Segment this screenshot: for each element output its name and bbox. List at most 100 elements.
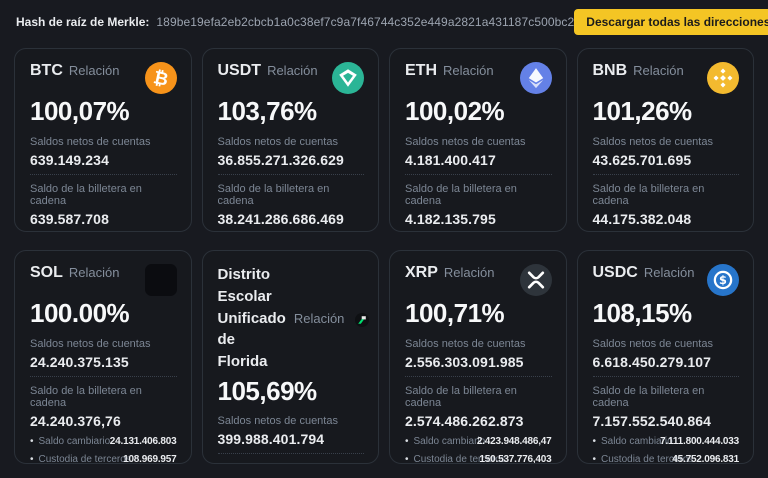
ratio-value: 100.00% xyxy=(30,298,130,328)
header-actions: Descargar todas las direcciones ↓ Más in… xyxy=(574,9,768,35)
dotted-divider xyxy=(217,453,364,455)
coin-symbol: ETH xyxy=(405,62,437,79)
ratio-value: 108,15% xyxy=(592,298,693,328)
card-header: SOL Relación xyxy=(30,264,177,296)
net-accounts-label: Saldos netos de cuentas xyxy=(592,337,713,350)
usdt-icon xyxy=(332,62,364,94)
exchange-balance-value: 24.131.406.803 xyxy=(109,435,177,447)
card-header: Distrito Escolar Unificado de Florida Re… xyxy=(218,264,365,373)
chain-wallet-label: Saldo de la billetera en cadena xyxy=(30,182,142,207)
chain-wallet-label: Saldo de la billetera en cadena xyxy=(592,384,705,409)
net-accounts-value: 36.855.271.326.629 xyxy=(217,151,344,168)
third-party-custody-value: 108.969.957 xyxy=(123,453,177,464)
net-accounts-label: Saldos netos de cuentas xyxy=(405,135,526,148)
download-addresses-button[interactable]: Descargar todas las direcciones ↓ xyxy=(574,9,768,35)
coin-name-line: XRP Relación xyxy=(405,264,495,282)
card-header: USDT Relación xyxy=(218,62,365,94)
card-fdusd: Distrito Escolar Unificado de Florida Re… xyxy=(201,250,379,464)
card-usdt: USDT Relación 103,76% Saldos netos de cu… xyxy=(201,48,379,232)
merkle-root-hash: 189be19efa2eb2cbcb1a0c38ef7c9a7f46744c35… xyxy=(156,15,575,29)
xrp-icon xyxy=(520,264,552,296)
merkle-root-label: Hash de raíz de Merkle: xyxy=(16,15,150,29)
coin-name-line: SOL Relación xyxy=(30,264,119,282)
merkle-root: Hash de raíz de Merkle: 189be19efa2eb2cb… xyxy=(16,15,574,29)
card-eth: ETH Relación 100,02% Saldos netos de cue… xyxy=(389,48,567,232)
coin-symbol: USDT xyxy=(217,62,262,79)
ratio-value: 105,69% xyxy=(217,375,318,406)
net-accounts-value: 43.625.701.695 xyxy=(592,151,692,168)
dotted-divider xyxy=(30,173,177,175)
dotted-divider xyxy=(405,173,552,175)
exchange-balance-left: • Saldo cambiario xyxy=(593,436,673,447)
chain-wallet-value: 2.574.486.262.873 xyxy=(405,412,524,429)
net-accounts-value: 2.556.303.091.985 xyxy=(405,353,524,370)
relation-label: Relación xyxy=(643,265,695,280)
chain-wallet-label: Saldo de la billetera en cadena xyxy=(405,182,517,207)
card-header: USDC Relación xyxy=(593,264,740,296)
card-header: ETH Relación xyxy=(405,62,552,94)
relation-label: Relación xyxy=(68,265,120,280)
net-accounts-label: Saldos netos de cuentas xyxy=(217,415,338,428)
net-accounts-value: 639.149.234 xyxy=(30,151,109,168)
ratio-value: 101,26% xyxy=(592,96,693,126)
ratio-value: 100,71% xyxy=(405,298,505,328)
card-header: XRP Relación xyxy=(405,264,552,296)
card-sol: SOL Relación 100.00% Saldos netos de cue… xyxy=(14,250,192,464)
third-party-custody-row: • Custodia de terceros 45.752.096.831 xyxy=(592,453,740,464)
third-party-custody-row: • Custodia de terceros 108.969.957 xyxy=(30,453,177,464)
bullet-icon: • xyxy=(405,453,409,464)
third-party-custody-label: Custodia de terceros xyxy=(601,453,694,464)
exchange-balance-row: • Saldo cambiario 24.131.406.803 xyxy=(30,436,177,447)
card-usdc: USDC Relación 108,15% Saldos netos de cu… xyxy=(576,250,754,464)
coin-name-line: USDC Relación xyxy=(593,264,695,282)
relation-label: Relación xyxy=(267,63,318,78)
net-accounts-label: Saldos netos de cuentas xyxy=(405,337,526,350)
net-accounts-label: Saldos netos de cuentas xyxy=(217,135,338,148)
coin-symbol: SOL xyxy=(30,264,63,281)
coin-symbol: BTC xyxy=(30,62,63,79)
net-accounts-label: Saldos netos de cuentas xyxy=(30,135,151,148)
net-accounts-value: 399.988.401.794 xyxy=(217,431,325,448)
relation-label: Relación xyxy=(443,63,494,78)
coin-symbol: Distrito Escolar Unificado de Florida xyxy=(217,266,286,370)
card-header: BNB Relación xyxy=(593,62,740,94)
fdusd-icon xyxy=(355,313,369,327)
coin-name-line: Distrito Escolar Unificado de Florida Re… xyxy=(218,264,370,373)
chain-wallet-label: Saldo de la billetera en cadena xyxy=(30,384,142,409)
exchange-balance-left: • Saldo cambiario xyxy=(405,435,485,447)
net-accounts-label: Saldos netos de cuentas xyxy=(592,135,713,148)
btc-icon xyxy=(145,62,177,94)
dotted-divider xyxy=(592,173,739,175)
exchange-balance-row: • Saldo cambiario 2.423.948.486,47 xyxy=(405,436,552,447)
chain-wallet-label: Saldo de la billetera en cadena xyxy=(217,182,330,207)
coin-symbol: USDC xyxy=(592,264,638,281)
bullet-icon: • xyxy=(405,435,409,447)
chain-wallet-label: Saldo de la billetera en cadena xyxy=(405,384,517,409)
bullet-icon: • xyxy=(592,453,597,464)
exchange-balance-label: Saldo cambiario xyxy=(413,435,486,447)
dotted-divider xyxy=(405,375,552,377)
chain-wallet-value: 4.182.135.795 xyxy=(405,210,496,227)
net-accounts-value: 24.240.375.135 xyxy=(30,353,129,370)
net-accounts-value: 4.181.400.417 xyxy=(405,151,496,168)
dotted-divider xyxy=(30,375,177,377)
coin-name-line: BTC Relación xyxy=(30,62,119,80)
third-party-custody-left: • Custodia de terceros xyxy=(30,454,131,463)
relation-label: Relación xyxy=(293,310,345,326)
exchange-balance-value: 7.111.800.444.033 xyxy=(660,435,739,447)
dotted-divider xyxy=(217,173,364,175)
third-party-custody-label: Custodia de terceros xyxy=(413,453,506,464)
card-btc: BTC Relación 100,07% Saldos netos de cue… xyxy=(14,48,192,232)
third-party-custody-value: 45.752.096.831 xyxy=(672,453,739,464)
usdc-icon xyxy=(707,264,739,296)
chain-wallet-value: 7.157.552.540.864 xyxy=(592,412,711,429)
chain-wallet-value: 639.587.708 xyxy=(30,210,109,227)
chain-wallet-value: 44.175.382.048 xyxy=(592,210,692,227)
cards-grid: BTC Relación 100,07% Saldos netos de cue… xyxy=(14,48,754,464)
chain-wallet-label: Saldo de la billetera en cadena xyxy=(592,182,705,207)
ratio-value: 100,02% xyxy=(405,96,505,126)
card-header: BTC Relación xyxy=(30,62,177,94)
third-party-custody-row: • Custodia de terceros 150.537.776,403 xyxy=(405,453,552,464)
bnb-icon xyxy=(707,62,739,94)
card-xrp: XRP Relación 100,71% Saldos netos de cue… xyxy=(389,250,567,464)
